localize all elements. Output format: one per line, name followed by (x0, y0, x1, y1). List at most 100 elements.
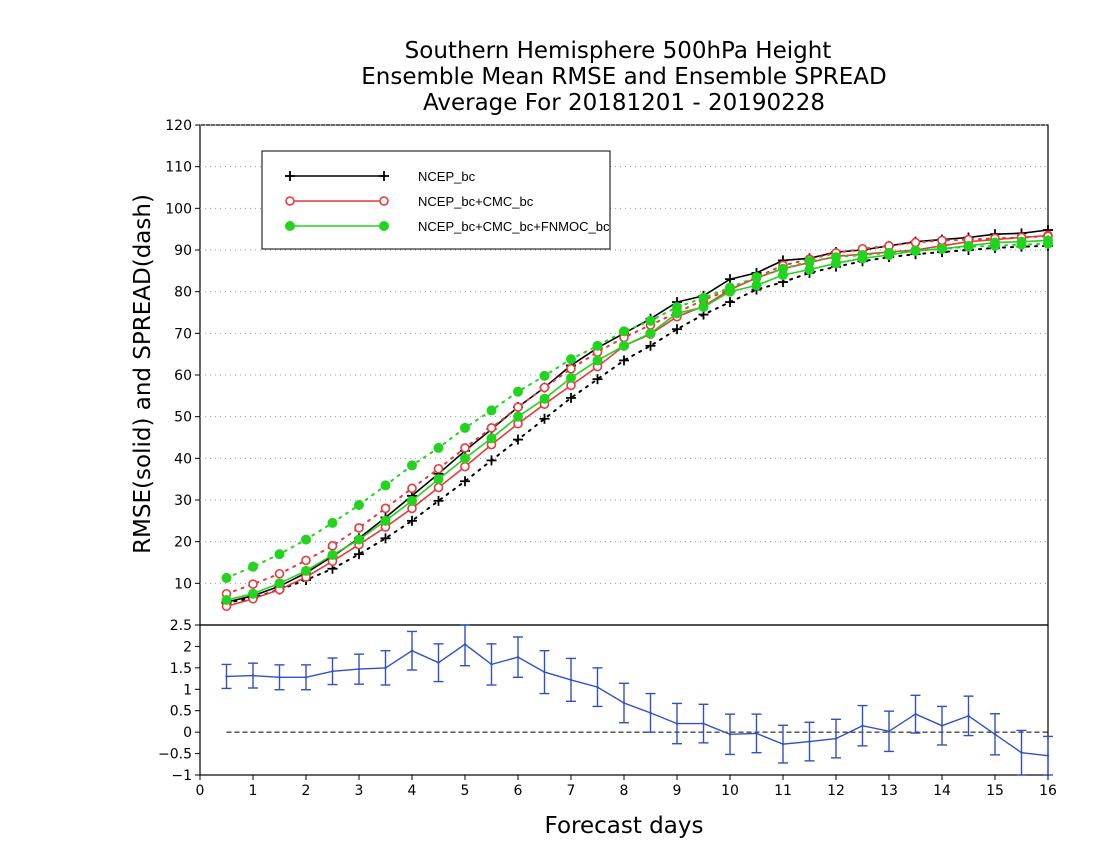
spread-point-NCEP_bc (486, 455, 497, 466)
difference-point (463, 643, 467, 646)
spread-point-NCEP_bc+CMC_bc+FNMOC_bc (619, 326, 629, 337)
spread-point-NCEP_bc+CMC_bc+FNMOC_bc (831, 252, 841, 263)
difference-point (675, 722, 679, 725)
spread-point-NCEP_bc+CMC_bc+FNMOC_bc (539, 370, 550, 381)
difference-point (1020, 751, 1023, 754)
difference-point (490, 663, 493, 666)
difference-point (225, 675, 228, 678)
spread-point-NCEP_bc+CMC_bc+FNMOC_bc (486, 405, 497, 416)
rmse-point-NCEP_bc+CMC_bc+FNMOC_bc (486, 433, 497, 444)
spread-point-NCEP_bc+CMC_bc+FNMOC_bc (248, 561, 258, 572)
x-tick-label: 6 (514, 783, 523, 799)
spread-point-NCEP_bc+CMC_bc (407, 483, 417, 494)
rmse-point-NCEP_bc+CMC_bc+FNMOC_bc (274, 578, 285, 589)
spread-point-NCEP_bc+CMC_bc (460, 443, 470, 453)
spread-point-NCEP_bc+CMC_bc (301, 555, 311, 566)
rmse-point-NCEP_bc+CMC_bc+FNMOC_bc (327, 550, 338, 560)
difference-point (967, 714, 970, 718)
spread-point-NCEP_bc (380, 533, 391, 544)
y-tick-label: 120 (165, 118, 192, 134)
difference-point (1046, 754, 1050, 757)
spread-point-NCEP_bc+CMC_bc+FNMOC_bc (221, 572, 232, 583)
difference-point (834, 737, 838, 740)
spread-point-NCEP_bc (725, 297, 735, 308)
spread-point-NCEP_bc (672, 324, 682, 335)
lower-y-tick-label: 0.5 (170, 704, 192, 720)
x-tick-label: 8 (620, 783, 629, 799)
y-tick-label: 100 (165, 201, 192, 217)
spread-point-NCEP_bc+CMC_bc (486, 423, 497, 433)
x-tick-label: 9 (673, 783, 682, 799)
x-tick-label: 2 (302, 783, 311, 799)
lower-y-tick-label: 1.5 (170, 661, 192, 677)
spread-point-NCEP_bc+CMC_bc (274, 568, 285, 579)
spread-point-NCEP_bc (645, 340, 656, 351)
y-tick-label: 20 (174, 535, 192, 551)
difference-point (808, 740, 811, 743)
spread-point-NCEP_bc+CMC_bc+FNMOC_bc (1016, 239, 1027, 250)
rmse-point-NCEP_bc+CMC_bc (460, 461, 470, 472)
spread-point-NCEP_bc+CMC_bc+FNMOC_bc (804, 256, 815, 267)
rmse-point-NCEP_bc+CMC_bc+FNMOC_bc (354, 534, 364, 545)
rmse-point-NCEP_bc+CMC_bc (433, 482, 444, 493)
legend-marker-NCEP_bc+CMC_bc+FNMOC_bc (285, 221, 295, 231)
spread-point-NCEP_bc (619, 355, 629, 366)
lower-y-tick-label: −1 (171, 768, 192, 784)
difference-point (410, 649, 414, 652)
spread-point-NCEP_bc+CMC_bc+FNMOC_bc (990, 240, 1000, 251)
spread-point-NCEP_bc+CMC_bc+FNMOC_bc (1043, 238, 1053, 249)
rmse-point-NCEP_bc+CMC_bc+FNMOC_bc (592, 355, 603, 366)
spread-point-NCEP_bc+CMC_bc+FNMOC_bc (698, 292, 709, 303)
spread-point-NCEP_bc+CMC_bc+FNMOC_bc (407, 460, 417, 471)
difference-point (728, 733, 732, 736)
y-tick-label: 10 (174, 576, 192, 592)
rmse-point-NCEP_bc+CMC_bc+FNMOC_bc (698, 302, 709, 313)
legend-box (261, 150, 611, 250)
x-tick-label: 0 (196, 783, 205, 799)
legend-marker-NCEP_bc+CMC_bc (285, 196, 295, 206)
difference-line (226, 643, 1049, 757)
x-tick-label: 3 (355, 783, 364, 799)
difference-point (914, 712, 917, 716)
spread-line-NCEP_bc (225, 244, 1049, 604)
lower-y-tick-label: 0 (183, 725, 192, 741)
difference-point (596, 685, 599, 689)
x-tick-label: 4 (408, 783, 417, 799)
spread-point-NCEP_bc+CMC_bc (566, 363, 576, 374)
x-tick-label: 5 (461, 783, 470, 799)
lower-y-tick-label: 1 (183, 682, 192, 698)
x-tick-label: 15 (986, 783, 1004, 799)
spread-point-NCEP_bc+CMC_bc+FNMOC_bc (433, 442, 444, 453)
spread-point-NCEP_bc (354, 549, 364, 560)
rmse-point-NCEP_bc+CMC_bc+FNMOC_bc (619, 340, 629, 351)
spread-point-NCEP_bc+CMC_bc+FNMOC_bc (910, 245, 921, 256)
difference-point (384, 666, 387, 670)
rmse-line-NCEP_bc+CMC_bc+FNMOC_bc (226, 239, 1049, 601)
spread-point-NCEP_bc+CMC_bc+FNMOC_bc (566, 354, 576, 365)
spread-point-NCEP_bc+CMC_bc+FNMOC_bc (857, 250, 868, 260)
chart-title-line-1: Southern Hemisphere 500hPa Height (405, 38, 832, 64)
y-tick-label: 50 (174, 410, 192, 426)
x-tick-label: 16 (1039, 783, 1057, 799)
y-tick-label: 40 (174, 451, 192, 467)
difference-point (993, 733, 997, 736)
y-axis-label: RMSE(solid) and SPREAD(dash) (130, 194, 156, 554)
difference-point (649, 711, 652, 715)
rmse-line-NCEP_bc+CMC_bc (226, 234, 1049, 608)
y-tick-label: 90 (174, 243, 192, 259)
rmse-point-NCEP_bc+CMC_bc+FNMOC_bc (751, 280, 762, 291)
spread-line-NCEP_bc+CMC_bc (225, 235, 1049, 595)
difference-point (755, 732, 758, 735)
x-tick-label: 7 (567, 783, 576, 799)
spread-point-NCEP_bc+CMC_bc+FNMOC_bc (884, 247, 894, 258)
spread-point-NCEP_bc (539, 413, 550, 424)
rmse-point-NCEP_bc+CMC_bc+FNMOC_bc (460, 453, 470, 464)
spread-point-NCEP_bc+CMC_bc+FNMOC_bc (725, 282, 735, 293)
difference-point (569, 678, 573, 682)
spread-point-NCEP_bc+CMC_bc+FNMOC_bc (327, 517, 338, 528)
spread-point-NCEP_bc (433, 495, 444, 506)
spread-point-NCEP_bc (460, 476, 470, 487)
rmse-point-NCEP_bc+CMC_bc+FNMOC_bc (645, 328, 656, 339)
difference-point (278, 676, 281, 679)
spread-point-NCEP_bc+CMC_bc (354, 523, 364, 533)
